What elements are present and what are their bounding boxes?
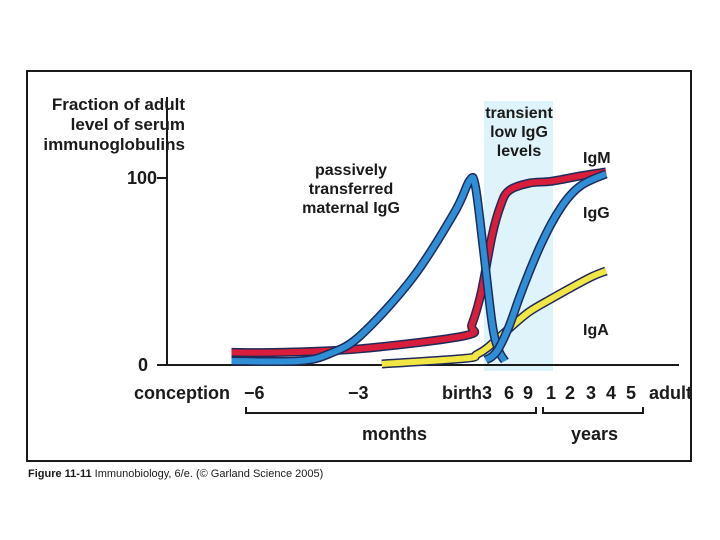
y-axis-title-line: Fraction of adult: [51, 95, 185, 114]
caption-text: Immunobiology, 6/e. (© Garland Science 2…: [91, 468, 324, 480]
annotation-line: maternal IgG: [302, 200, 400, 217]
shaded-region-label: transient low IgG levels: [474, 104, 564, 161]
series-line-igm: [231, 169, 607, 356]
x-tick-label: −3: [348, 383, 369, 403]
x-tick-label: 2: [565, 383, 576, 403]
annotation-line: passively: [314, 162, 388, 179]
y-tick-label: 0: [138, 355, 149, 375]
annotation-line: transferred: [308, 181, 394, 198]
x-group-label-months: months: [362, 424, 427, 444]
y-axis-title-line: immunoglobulins: [43, 135, 185, 154]
figure-number: Figure 11-11: [28, 468, 92, 480]
x-tick-label: 3: [586, 383, 597, 403]
x-tick-label: 4: [606, 383, 617, 403]
figure-caption: Figure 11-11 Immunobiology, 6/e. (© Garl…: [28, 468, 323, 480]
series-label-igm: IgM: [583, 150, 611, 167]
y-tick-label: 100: [127, 168, 158, 188]
x-tick-label: 3: [482, 383, 493, 403]
x-tick-label: −6: [244, 383, 265, 403]
y-axis-title: Fraction of adult level of serum immunog…: [30, 95, 185, 155]
x-group-label-years: years: [571, 424, 619, 444]
x-tick-label: 6: [504, 383, 515, 403]
series-line-maternal-igg: [231, 174, 508, 365]
x-tick-label: adult: [649, 383, 692, 403]
series-label-igg: IgG: [583, 205, 610, 222]
series-line-igg: [484, 171, 608, 363]
x-tick-label: 1: [546, 383, 557, 403]
maternal-igg-annotation: passively transferred maternal IgG: [296, 161, 406, 218]
x-tick-label: 5: [626, 383, 637, 403]
shaded-region-label-line: levels: [496, 143, 542, 160]
y-axis-title-line: level of serum: [70, 115, 185, 134]
series-label-iga: IgA: [583, 322, 609, 339]
x-tick-label: 9: [523, 383, 534, 403]
shaded-region-label-line: low IgG: [490, 124, 548, 141]
x-group-bracket-months: [245, 407, 537, 414]
x-tick-label: birth: [442, 383, 482, 403]
x-group-bracket-years: [542, 407, 644, 414]
shaded-region-label-line: transient: [485, 105, 553, 122]
figure-frame: [26, 70, 692, 462]
series-line-iga: [381, 268, 608, 367]
x-tick-label: conception: [134, 383, 231, 403]
